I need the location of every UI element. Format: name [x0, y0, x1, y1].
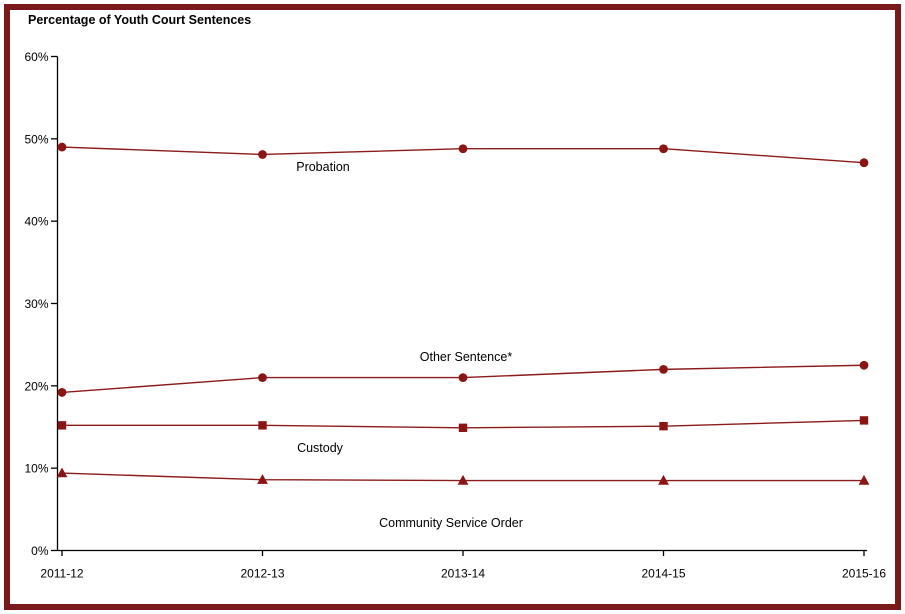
x-tick-label: 2015-16	[842, 567, 886, 581]
data-point-circle	[458, 373, 468, 382]
data-point-triangle	[658, 474, 669, 485]
y-tick-label: 20%	[24, 379, 48, 393]
series-label: Probation	[296, 160, 350, 174]
data-point-triangle	[457, 474, 469, 485]
x-tick-label: 2014-15	[641, 567, 685, 581]
data-point-triangle	[257, 474, 268, 484]
data-point-circle	[258, 150, 267, 159]
data-point-square	[859, 416, 869, 425]
x-tick-label: 2011-12	[40, 567, 83, 581]
series-label: Other Sentence*	[420, 350, 513, 364]
data-point-square	[458, 423, 468, 433]
data-point-circle	[859, 360, 869, 370]
y-tick-label: 40%	[24, 215, 48, 229]
x-tick-label: 2013-14	[441, 567, 485, 581]
y-tick-label: 60%	[24, 50, 48, 64]
y-tick-label: 10%	[24, 462, 48, 476]
series-label: Custody	[297, 441, 344, 455]
data-point-square	[57, 421, 67, 430]
data-point-circle	[659, 364, 668, 374]
x-tick-label: 2012-13	[240, 567, 284, 581]
data-point-circle	[57, 388, 67, 397]
chart-title: Percentage of Youth Court Sentences	[28, 13, 252, 27]
data-point-circle	[859, 158, 869, 168]
data-point-circle	[258, 373, 267, 382]
y-tick-label: 30%	[24, 297, 48, 311]
data-point-circle	[57, 142, 67, 152]
data-point-square	[659, 421, 668, 431]
data-point-square	[258, 421, 267, 430]
data-point-circle	[458, 144, 468, 154]
series-label: Community Service Order	[379, 516, 523, 530]
data-point-triangle	[56, 467, 68, 478]
y-tick-label: 0%	[31, 544, 49, 558]
data-point-circle	[659, 144, 668, 154]
data-point-triangle	[858, 474, 870, 485]
y-tick-label: 50%	[24, 132, 48, 146]
